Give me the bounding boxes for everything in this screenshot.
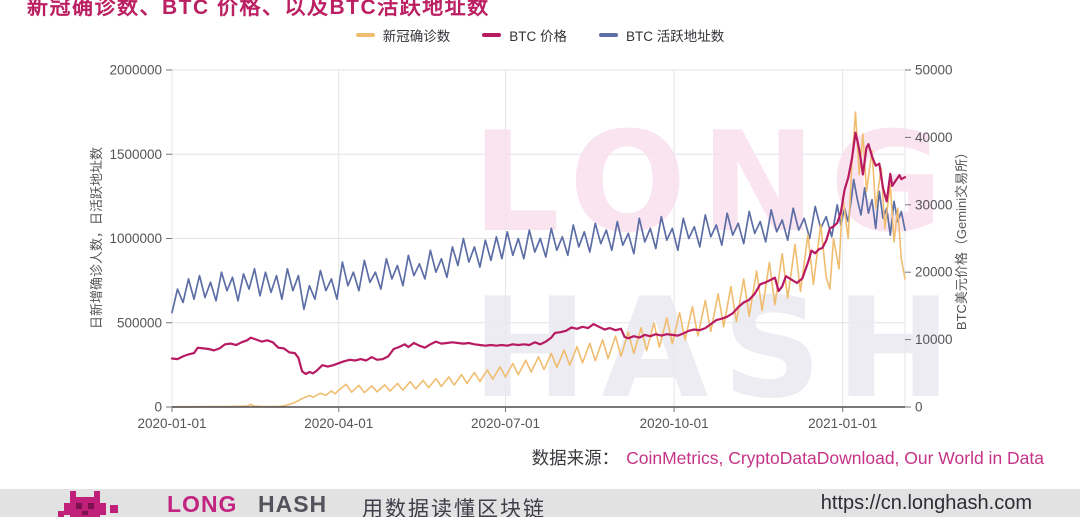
series-line-btc-price [170, 131, 907, 376]
legend-item-btc-price[interactable]: BTC 价格 [482, 25, 567, 45]
source-links[interactable]: CoinMetrics, CryptoDataDownload, Our Wor… [626, 448, 1044, 468]
source-prefix: 数据来源： [531, 448, 620, 468]
y-axis-right-tick-label: 40000 [915, 130, 953, 145]
footer-bar: LONG HASH 用数据读懂区块链 https://cn.longhash.c… [0, 489, 1080, 517]
legend-swatch-btc-price-icon [482, 33, 502, 37]
x-axis-tick-label: 2020-04-01 [304, 416, 373, 431]
legend-swatch-covid-icon [355, 33, 375, 37]
page-title: 新冠确诊数、BTC 价格、以及BTC活跃地址数 [27, 0, 490, 19]
y-axis-right-tick-label: 10000 [915, 332, 953, 347]
legend-label-btc-addresses: BTC 活跃地址数 [626, 29, 725, 44]
y-axis-right-tick-label: 0 [915, 400, 923, 415]
data-source-line: 数据来源： CoinMetrics, CryptoDataDownload, Ou… [532, 445, 1044, 470]
footer-url-link[interactable]: https://cn.longhash.com [820, 492, 1032, 514]
x-axis-tick-label: 2020-10-01 [640, 416, 709, 431]
y-axis-left-tick-label: 2000000 [109, 63, 162, 78]
legend-swatch-btc-addresses-icon [599, 33, 618, 37]
y-axis-left-tick-label: 0 [154, 400, 162, 415]
chart-canvas: LONG HASH 2020-01-01 2020-04-01 2020-07-01… [89, 63, 969, 432]
series-lines [170, 111, 907, 408]
x-axis-tick-label: 2020-01-01 [137, 416, 206, 431]
y-axis-left-tick-label: 1000000 [109, 231, 162, 246]
legend-item-covid-cases[interactable]: 新冠确诊数 [355, 25, 451, 45]
y-axis-right-tick-label: 50000 [915, 63, 953, 78]
series-line-covid-new-cases [171, 111, 906, 408]
legend-item-btc-addresses[interactable]: BTC 活跃地址数 [599, 25, 724, 45]
y-axis-right-title: BTC美元价格（Gemini交易所） [954, 146, 969, 330]
footer-brand-long: LONG [167, 491, 238, 517]
y-axis-right-tick-label: 20000 [915, 265, 953, 280]
legend: 新冠确诊数 BTC 价格 BTC 活跃地址数 [0, 25, 1080, 45]
legend-label-btc-price: BTC 价格 [509, 29, 567, 44]
gridlines [171, 69, 906, 407]
series-line-btc-active-addresses [171, 178, 906, 314]
y-axis-left-tick-label: 1500000 [109, 147, 162, 162]
watermark-long-text: LONG [472, 102, 957, 263]
y-axis-left-tick-label: 500000 [117, 315, 162, 330]
y-axis-left-title: 日新增确诊人数，日活跃地址数 [89, 147, 104, 329]
footer-tagline: 用数据读懂区块链 [362, 498, 546, 517]
footer-brand-hash: HASH [258, 491, 328, 517]
axes: 2020-01-01 2020-04-01 2020-07-01 2020-10-01… [109, 63, 952, 432]
y-axis-right-tick-label: 30000 [915, 197, 953, 212]
longhash-logo-icon [58, 491, 118, 517]
x-axis-tick-label: 2020-07-01 [471, 416, 540, 431]
x-axis-tick-label: 2021-01-01 [808, 416, 877, 431]
watermark-hash-text: HASH [472, 268, 965, 429]
legend-label-covid: 新冠确诊数 [382, 29, 451, 44]
